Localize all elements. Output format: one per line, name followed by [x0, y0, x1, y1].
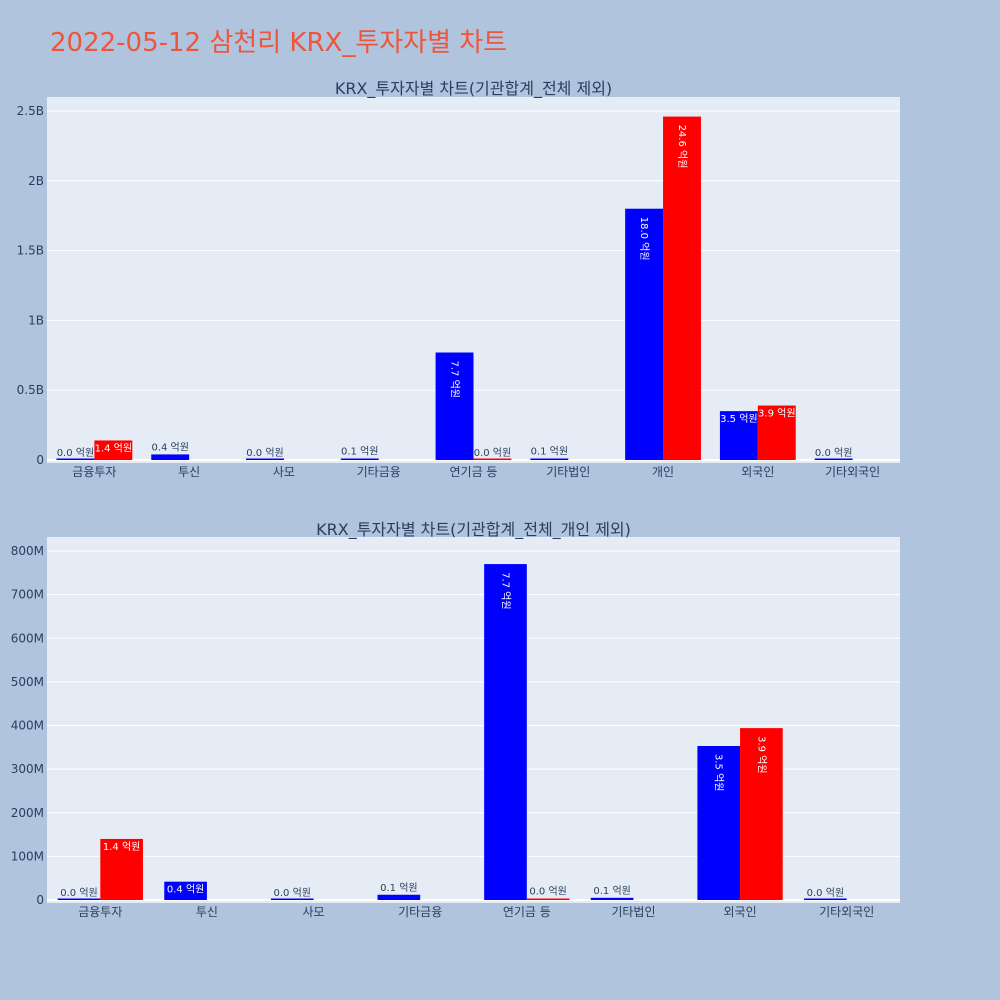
x-tick-label: 사모: [303, 905, 325, 919]
bar-value-label: 3.9 억원: [758, 408, 795, 420]
bar-value-label: 0.0 억원: [246, 447, 283, 459]
chart-2: KRX_투자자별 차트(기관합계_전체_개인 제외) 0 100M 200M 300M 4…: [11, 520, 900, 919]
chart-1: KRX_투자자별 차트(기관합계_전체 제외) 0 0.5B 1B 1.5B 2B 2.5B…: [17, 79, 900, 479]
y-tick-label: 400M: [11, 719, 44, 733]
y-tick-label: 100M: [11, 849, 44, 863]
bar: [246, 458, 284, 460]
x-tick-label: 기타금융: [398, 905, 442, 919]
bar-value-label: 0.4 억원: [167, 884, 204, 896]
x-tick-label: 사모: [273, 465, 295, 479]
x-tick-label: 외국인: [724, 905, 757, 919]
chart-title: KRX_투자자별 차트(기관합계_전체 제외): [335, 79, 612, 99]
bar-value-label: 18.0 억원: [638, 217, 650, 261]
x-tick-label: 개인: [652, 465, 674, 479]
bar-value-label: 1.4 억원: [95, 442, 132, 454]
x-tick-label: 기타외국인: [819, 905, 874, 919]
x-tick-label: 기타금융: [357, 465, 401, 479]
bar: [530, 458, 569, 460]
bar: [377, 894, 421, 900]
x-tick-label: 기타법인: [611, 905, 655, 919]
bar-value-label: 0.1 억원: [341, 446, 378, 458]
bar-value-label: 1.4 억원: [103, 841, 140, 853]
bar: [740, 728, 783, 900]
x-tick-label: 기타법인: [546, 465, 590, 479]
x-tick-label: 연기금 등: [503, 905, 551, 919]
page-title: 2022-05-12 삼천리 KRX_투자자별 차트: [50, 28, 508, 58]
bar-value-label: 0.1 억원: [531, 446, 568, 458]
bar-value-label: 0.1 억원: [380, 882, 417, 894]
bar: [625, 208, 664, 460]
bar: [804, 898, 847, 900]
bar: [56, 458, 95, 460]
bar: [340, 458, 379, 460]
y-tick-label: 500M: [11, 675, 44, 689]
x-tick-label: 외국인: [741, 465, 774, 479]
bar-value-label: 3.5 억원: [720, 413, 757, 425]
y-tick-label: 0: [36, 893, 44, 907]
bar: [814, 458, 853, 460]
y-tick-label: 800M: [11, 544, 44, 558]
bar: [473, 458, 512, 460]
x-tick-label: 투신: [196, 905, 218, 919]
bar-value-label: 0.0 억원: [529, 886, 566, 898]
y-tick-label: 200M: [11, 806, 44, 820]
y-tick-label: 1.5B: [17, 244, 44, 258]
bar-value-label: 3.9 억원: [755, 736, 767, 773]
bar-value-label: 0.1 억원: [593, 885, 630, 897]
bar-value-label: 0.0 억원: [57, 447, 94, 459]
bar: [94, 440, 133, 460]
bar: [719, 411, 758, 460]
bar-value-label: 7.7 억원: [499, 572, 511, 609]
y-tick-label: 600M: [11, 631, 44, 645]
bar-value-label: 0.0 억원: [60, 887, 97, 899]
y-tick-label: 1B: [28, 313, 44, 327]
bar: [435, 352, 474, 460]
chart-title: KRX_투자자별 차트(기관합계_전체_개인 제외): [316, 520, 631, 540]
bar: [484, 564, 527, 900]
bar: [270, 898, 314, 900]
bar: [590, 897, 634, 900]
bar: [697, 746, 741, 900]
x-tick-label: 금융투자: [72, 465, 116, 479]
bar-value-label: 3.5 억원: [713, 754, 725, 791]
bar: [663, 116, 701, 461]
y-tick-label: 300M: [11, 762, 44, 776]
y-tick-label: 2.5B: [17, 104, 44, 118]
y-tick-label: 2B: [28, 174, 44, 188]
x-tick-label: 기타외국인: [825, 465, 880, 479]
bar-value-label: 0.0 억원: [273, 887, 310, 899]
x-tick-label: 투신: [178, 465, 200, 479]
bar: [526, 898, 570, 900]
bar: [57, 898, 101, 900]
bar: [164, 881, 207, 900]
bar-value-label: 0.0 억원: [807, 887, 844, 899]
x-tick-label: 연기금 등: [450, 465, 498, 479]
y-tick-label: 0.5B: [17, 383, 44, 397]
bar-value-label: 24.6 억원: [676, 125, 688, 169]
bar-value-label: 0.0 억원: [815, 447, 852, 459]
bar: [151, 454, 190, 460]
bar: [100, 838, 143, 900]
bar-value-label: 0.0 억원: [474, 447, 511, 459]
bar-value-label: 7.7 억원: [449, 361, 461, 398]
x-tick-label: 금융투자: [78, 905, 122, 919]
bar: [757, 405, 796, 460]
y-tick-label: 0: [36, 453, 44, 467]
bar-value-label: 0.4 억원: [151, 441, 188, 453]
y-tick-label: 700M: [11, 588, 44, 602]
